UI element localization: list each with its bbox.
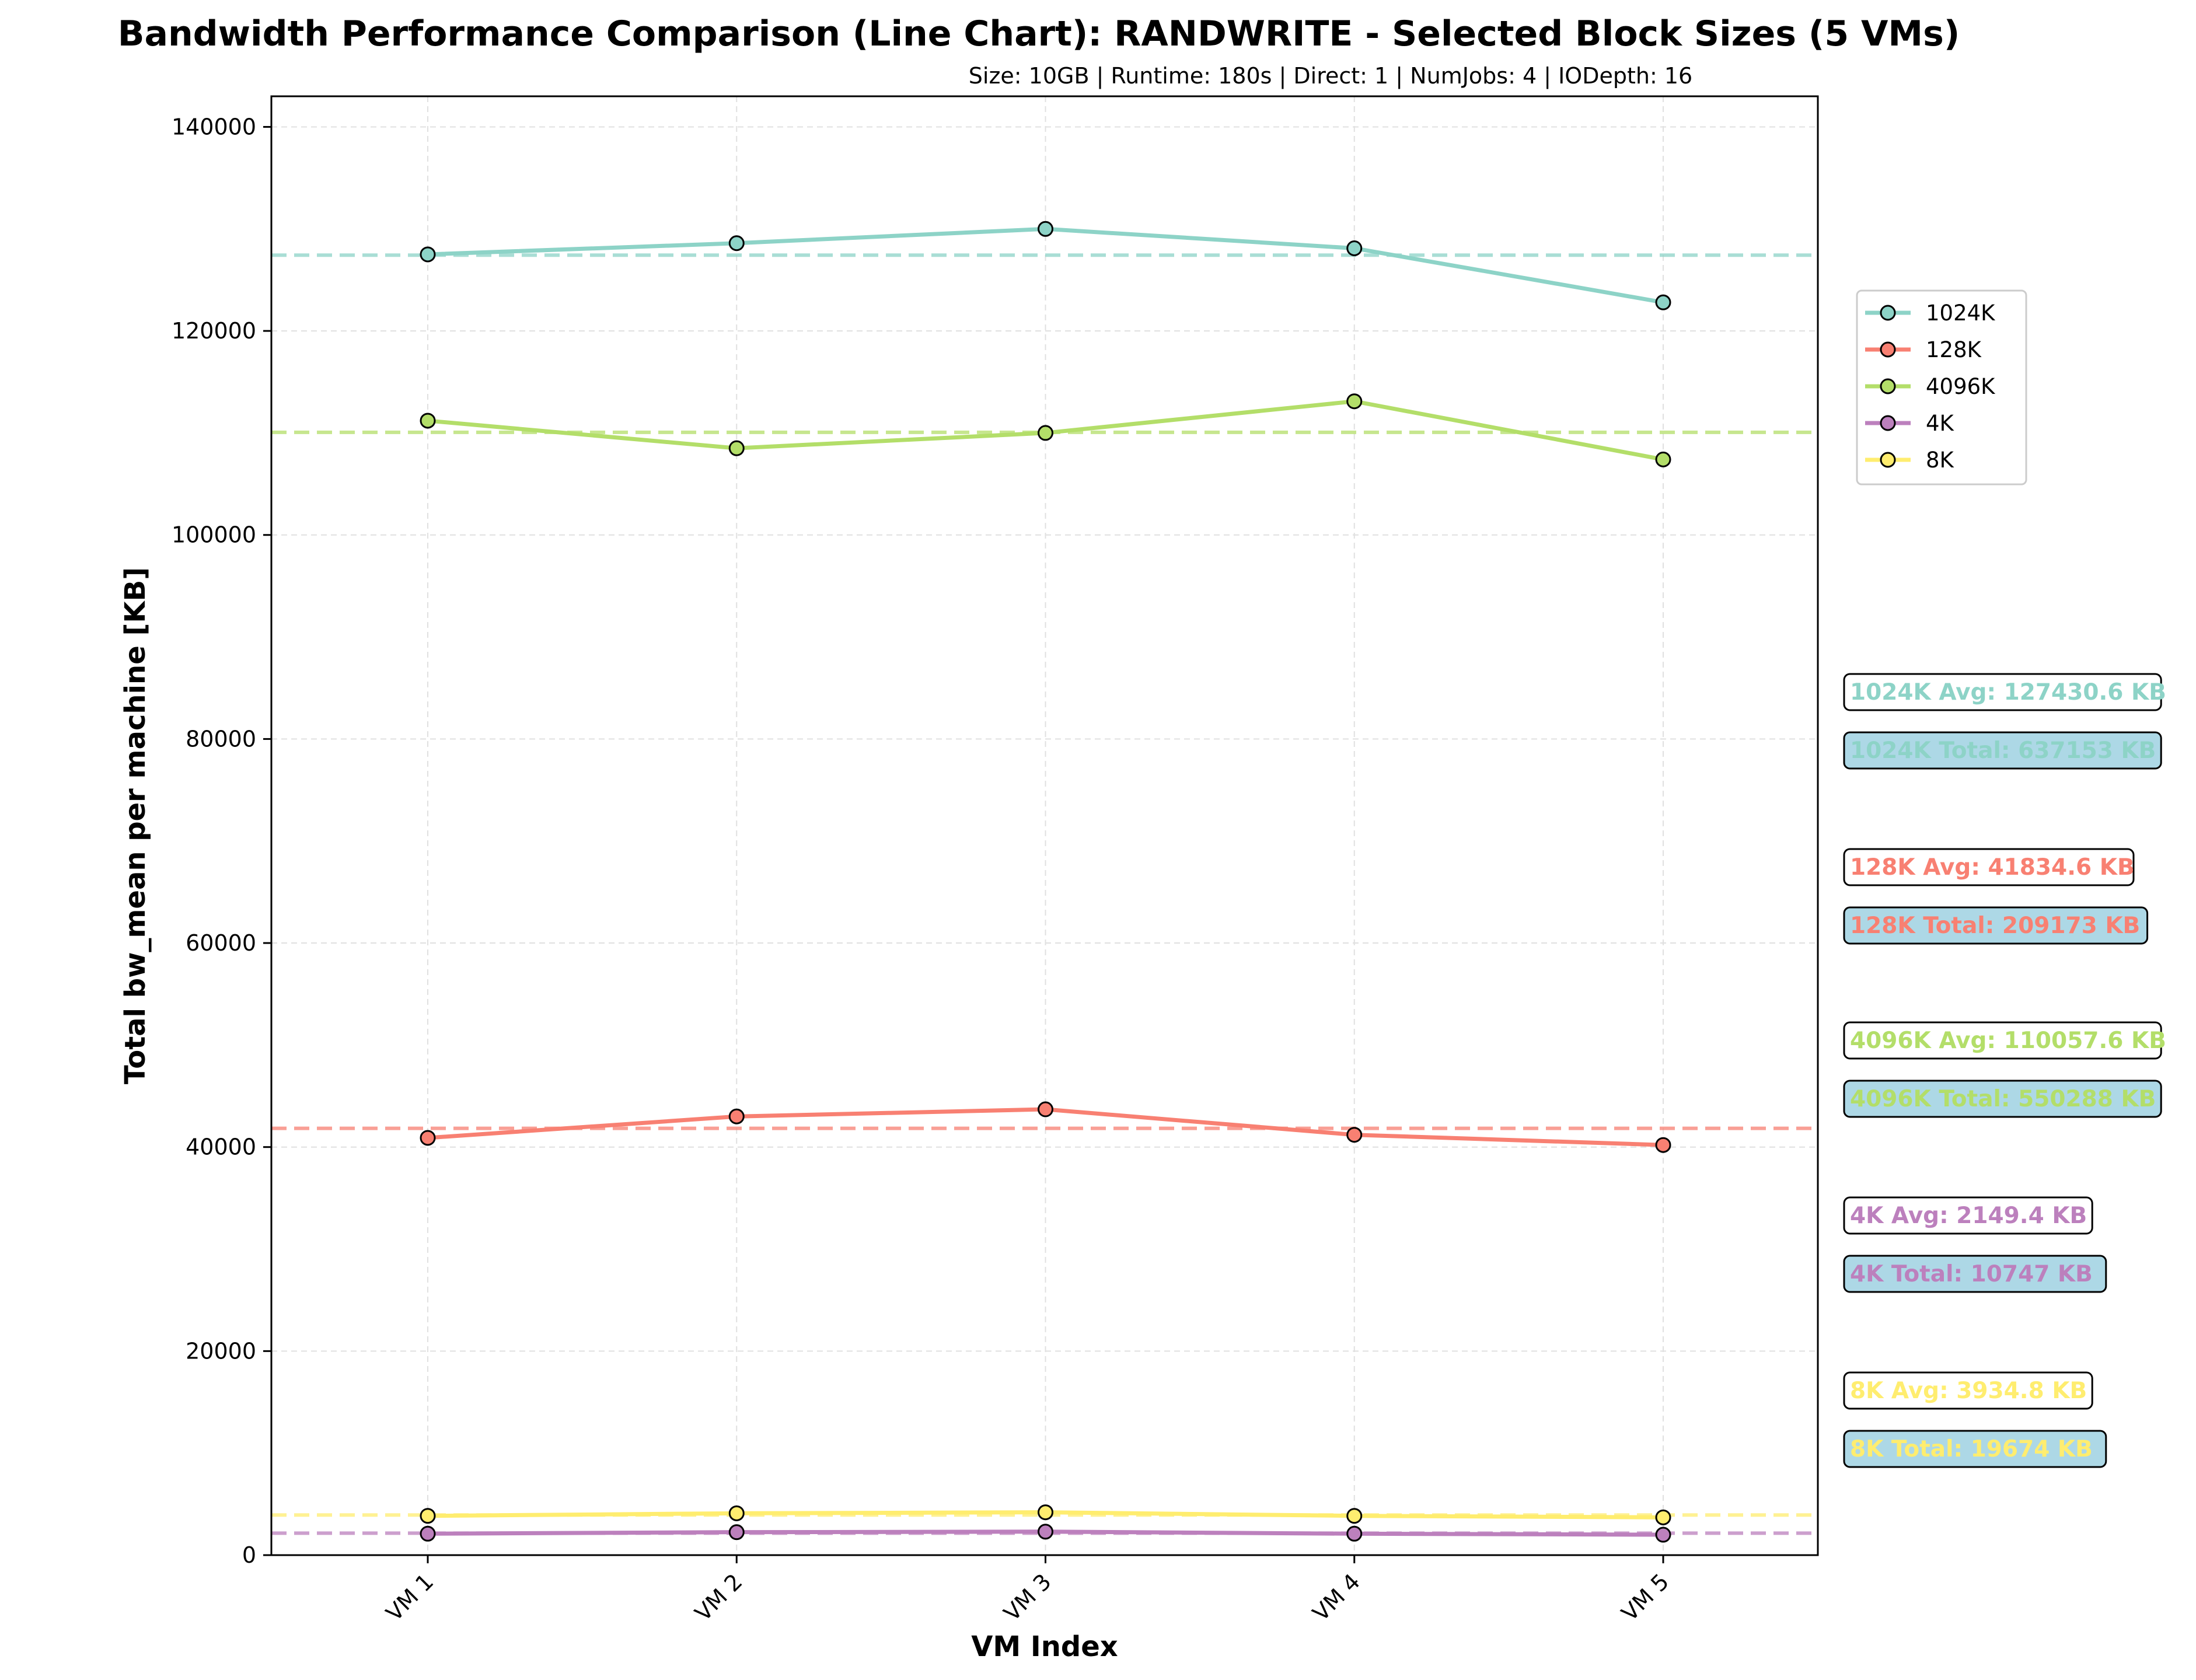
x-axis-label: VM Index <box>971 1630 1118 1663</box>
chart-subtitle: Size: 10GB | Runtime: 180s | Direct: 1 |… <box>969 63 1692 89</box>
legend-box <box>1856 289 2027 486</box>
total-annotation-128K: 128K Total: 209173 KB <box>1850 913 2140 939</box>
data-point-1024K <box>1346 240 1363 256</box>
x-tick-label: VM 3 <box>999 1569 1056 1626</box>
total-annotation-4K: 4K Total: 10747 KB <box>1850 1261 2093 1287</box>
y-tick-label: 140000 <box>172 114 256 139</box>
y-tick-label: 60000 <box>186 930 256 956</box>
y-tick-label: 40000 <box>186 1134 256 1160</box>
legend-swatch-marker <box>1880 341 1896 358</box>
x-tick-label: VM 4 <box>1308 1569 1365 1626</box>
avg-annotation-box-1024K <box>1843 673 2162 711</box>
y-tick-label: 80000 <box>186 726 256 752</box>
y-tick-label: 120000 <box>172 318 256 344</box>
data-point-1024K <box>1038 221 1053 237</box>
x-axis-ticks: VM 1 VM 2 VM 3 VM 4 VM 5 <box>381 1555 1674 1626</box>
data-point-1024K <box>728 235 745 252</box>
y-tick-label: 20000 <box>186 1338 256 1364</box>
data-point-4096K <box>728 440 745 456</box>
total-annotation-1024K: 1024K Total: 637153 KB <box>1850 738 2156 764</box>
avg-annotation-box-128K <box>1843 848 2135 886</box>
legend: 1024K 128K 4096K 4K 8K <box>1856 289 2027 486</box>
data-point-4K <box>1346 1525 1363 1542</box>
annotations: 1024K Avg: 127430.6 KB 1024K Total: 63715… <box>1843 673 2166 1468</box>
avg-annotation-4K: 4K Avg: 2149.4 KB <box>1850 1203 2087 1229</box>
legend-swatch-marker <box>1880 305 1896 321</box>
avg-annotation-4096K: 4096K Avg: 110057.6 KB <box>1850 1028 2166 1054</box>
legend-label: 8K <box>1926 448 1955 473</box>
avg-annotation-128K: 128K Avg: 41834.6 KB <box>1850 854 2135 881</box>
data-point-4096K <box>420 413 436 429</box>
data-point-4K <box>420 1525 436 1542</box>
data-point-1024K <box>1655 294 1671 310</box>
total-annotation-box-128K <box>1843 906 2149 945</box>
total-annotation-box-8K <box>1843 1430 2107 1468</box>
avg-annotation-box-4096K <box>1843 1021 2162 1060</box>
legend-swatch-marker <box>1880 415 1896 431</box>
y-tick-label: 100000 <box>172 522 256 548</box>
data-point-4096K <box>1655 451 1671 467</box>
series-markers <box>420 221 1671 1543</box>
data-point-4K <box>728 1524 745 1541</box>
data-point-1024K <box>420 246 436 263</box>
grid <box>271 96 1818 1556</box>
data-point-4K <box>1655 1527 1671 1543</box>
legend-label: 4096K <box>1926 374 1996 399</box>
data-point-8K <box>420 1508 436 1524</box>
y-tick-label: 0 <box>242 1542 256 1568</box>
data-point-8K <box>1655 1509 1671 1525</box>
plot-frame <box>270 95 1819 1556</box>
total-annotation-box-4K <box>1843 1255 2107 1293</box>
avg-annotation-box-4K <box>1843 1196 2093 1235</box>
data-point-8K <box>728 1505 745 1521</box>
data-point-128K <box>1655 1137 1671 1153</box>
total-annotation-8K: 8K Total: 19674 KB <box>1850 1436 2093 1462</box>
legend-swatch-marker <box>1880 452 1896 468</box>
avg-annotation-8K: 8K Avg: 3934.8 KB <box>1850 1378 2087 1404</box>
avg-annotation-box-8K <box>1843 1371 2093 1410</box>
data-point-8K <box>1038 1504 1053 1521</box>
y-axis-label: Total bw_mean per machine [KB] <box>119 567 152 1084</box>
data-point-128K <box>420 1130 436 1146</box>
data-point-4096K <box>1038 425 1053 441</box>
total-annotation-box-4096K <box>1843 1080 2162 1118</box>
data-point-8K <box>1346 1508 1363 1524</box>
avg-annotation-1024K: 1024K Avg: 127430.6 KB <box>1850 679 2166 705</box>
data-point-4096K <box>1346 393 1363 410</box>
legend-label: 128K <box>1926 337 1982 362</box>
chart-title: Bandwidth Performance Comparison (Line C… <box>118 13 1960 54</box>
legend-swatch-marker <box>1880 378 1896 394</box>
x-tick-label: VM 5 <box>1617 1569 1674 1626</box>
data-point-128K <box>728 1108 745 1124</box>
y-axis-ticks: 0 20000 40000 60000 80000 100000 120000 140000 <box>172 114 271 1568</box>
x-tick-label: VM 1 <box>381 1569 438 1626</box>
x-tick-label: VM 2 <box>690 1569 747 1626</box>
legend-label: 4K <box>1926 411 1955 436</box>
data-point-4K <box>1038 1524 1053 1540</box>
legend-label: 1024K <box>1926 301 1996 326</box>
data-point-128K <box>1346 1127 1363 1143</box>
data-point-128K <box>1038 1101 1053 1117</box>
total-annotation-box-1024K <box>1843 731 2162 770</box>
total-annotation-4096K: 4096K Total: 550288 KB <box>1850 1086 2156 1112</box>
